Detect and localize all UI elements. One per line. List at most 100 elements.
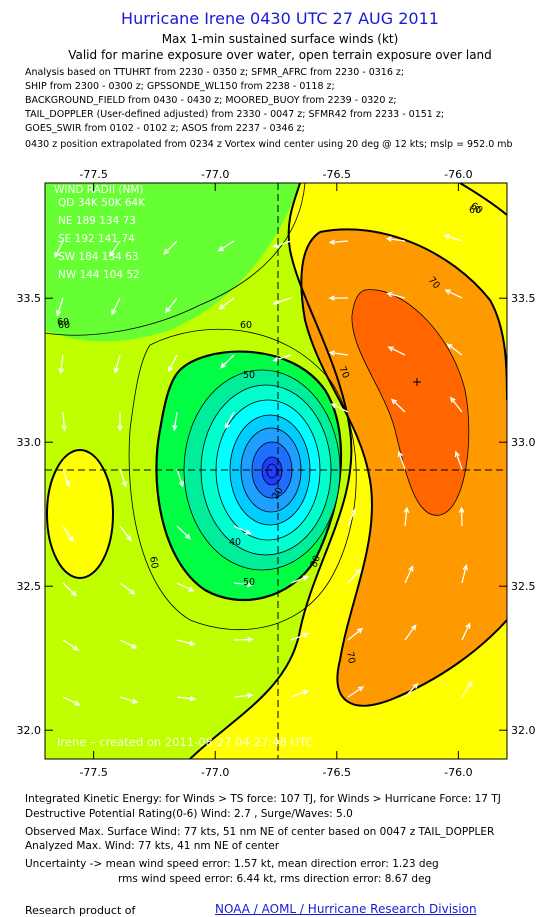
wind-arrow (119, 639, 138, 649)
wind-arrow (217, 240, 235, 252)
x-tick-label-top: -77.5 (79, 168, 107, 181)
wind-radii-row: SW 184 134 63 (58, 251, 139, 263)
x-tick-label-top: -77.0 (201, 168, 229, 181)
wind-arrow (443, 234, 463, 242)
y-tick-label-right: 33.5 (511, 292, 536, 305)
analyzed-max-line: Analyzed Max. Wind: 77 kts, 41 nm NE of … (25, 840, 280, 852)
wind-arrow (168, 354, 178, 373)
wind-arrow (172, 411, 178, 432)
wind-arrow (224, 411, 235, 430)
wind-arrow (176, 639, 196, 647)
analysis-line: SHIP from 2300 - 0300 z; GPSSONDE_WL150 … (25, 81, 335, 92)
wind-arrow (62, 582, 77, 597)
wind-arrow (404, 624, 417, 641)
hrd-link[interactable]: NOAA / AOML / Hurricane Research Divisio… (215, 902, 477, 916)
wind-arrow (387, 346, 406, 356)
wind-arrow (176, 582, 195, 592)
wind-arrow (62, 639, 80, 651)
wind-arrow (397, 450, 406, 470)
wind-arrow (58, 354, 64, 375)
max-wind-marker (413, 378, 421, 386)
x-tick-label-bottom: -77.5 (79, 766, 107, 779)
wind-arrow (164, 297, 178, 314)
wind-arrow (458, 506, 465, 527)
x-tick-label-top: -76.0 (444, 168, 472, 181)
contour-label: 50 (243, 577, 255, 588)
wind-arrow (454, 450, 463, 470)
y-tick-label-right: 33.0 (511, 436, 536, 449)
wind-arrow (233, 692, 254, 699)
wind-arrow (272, 354, 292, 362)
wind-arrow (404, 682, 419, 698)
wind-arrow (347, 686, 365, 698)
research-label: Research product of (25, 904, 136, 917)
wind-arrow (290, 689, 310, 698)
wind-arrow (176, 695, 197, 702)
contour-label: 20 (270, 486, 286, 502)
analysis-line: Analysis based on TTUHRT from 2230 - 035… (25, 67, 405, 78)
contour-label: 70 (336, 365, 351, 381)
wind-arrow (62, 525, 74, 543)
ike-line: Integrated Kinetic Energy: for Winds > T… (25, 793, 501, 805)
analysis-line: BACKGROUND_FIELD from 0430 - 0430 z; MOO… (25, 95, 397, 106)
wind-arrow (404, 565, 414, 584)
wind-arrow (444, 289, 463, 299)
contour-label: 50 (243, 370, 255, 381)
wind-arrow (390, 398, 406, 413)
wind-arrow (119, 582, 136, 595)
wind-arrow (54, 240, 64, 259)
contour-label: 60 (57, 317, 69, 328)
wind-radii-row: SE 192 141 74 (58, 233, 135, 245)
contour-label: 60 (58, 320, 70, 331)
wind-arrow (328, 350, 349, 356)
contour-label: 60 (240, 320, 252, 331)
wind-arrow (119, 696, 139, 704)
wind-arrow (119, 468, 128, 488)
wind-arrow (61, 411, 67, 432)
x-tick-label-bottom: -77.0 (201, 766, 229, 779)
plot-frame (44, 182, 508, 760)
wind-radii-title: WIND RADII (NM) (54, 184, 144, 196)
wind-radii-header: QD 34K 50K 64K (58, 197, 146, 209)
wind-arrow (62, 696, 81, 706)
wind-arrow (449, 396, 463, 413)
wind-radii-table: WIND RADII (NM) QD 34K 50K 64K NE 189 13… (54, 184, 146, 281)
wind-arrow (233, 525, 252, 535)
y-tick-label-left: 32.0 (17, 724, 42, 737)
wind-arrow (290, 575, 310, 584)
wind-arrow (233, 636, 254, 643)
analysis-line: TAIL_DOPPLER (User-defined adjusted) fro… (25, 109, 445, 120)
wind-arrow (56, 297, 64, 317)
wind-arrow (461, 680, 473, 698)
wind-arrow (386, 291, 406, 299)
wind-arrow (233, 581, 254, 588)
dpr-line: Destructive Potential Rating(0-6) Wind: … (25, 808, 353, 820)
wind-arrow (347, 627, 364, 641)
wind-arrow (272, 297, 292, 305)
wind-arrow (119, 525, 132, 542)
analysis-line: GOES_SWIR from 0102 - 0102 z; ASOS from … (25, 123, 305, 134)
wind-vectors (54, 234, 473, 706)
wind-arrow (108, 240, 121, 258)
obs-max-line: Observed Max. Surface Wind: 77 kts, 51 n… (25, 826, 495, 838)
contour-label: 40 (229, 537, 241, 548)
x-tick-label-bottom: -76.5 (323, 766, 351, 779)
x-tick-label-top: -76.5 (323, 168, 351, 181)
wind-arrow (111, 297, 121, 316)
wind-arrow (347, 568, 362, 584)
wind-arrow (290, 632, 310, 641)
wind-arrow (220, 354, 235, 369)
validity-note: Valid for marine exposure over water, op… (68, 48, 492, 62)
wind-arrow (328, 295, 349, 301)
axis-ticks (45, 183, 507, 759)
wind-arrow (446, 343, 463, 356)
y-tick-label-left: 33.0 (17, 436, 42, 449)
uncertainty-line: Uncertainty -> mean wind speed error: 1.… (25, 858, 439, 870)
wind-arrow (403, 506, 410, 527)
contour-labels: 60 60 60 60 70 70 70 80 50 40 20 60 50 6… (57, 200, 484, 664)
chart-subtitle: Max 1-min sustained surface winds (kt) (161, 32, 399, 46)
wind-radii-row: NE 189 134 73 (58, 215, 136, 227)
wind-arrow (461, 622, 471, 641)
wind-arrow (328, 239, 349, 245)
wind-radii-row: NW 144 104 52 (58, 269, 140, 281)
